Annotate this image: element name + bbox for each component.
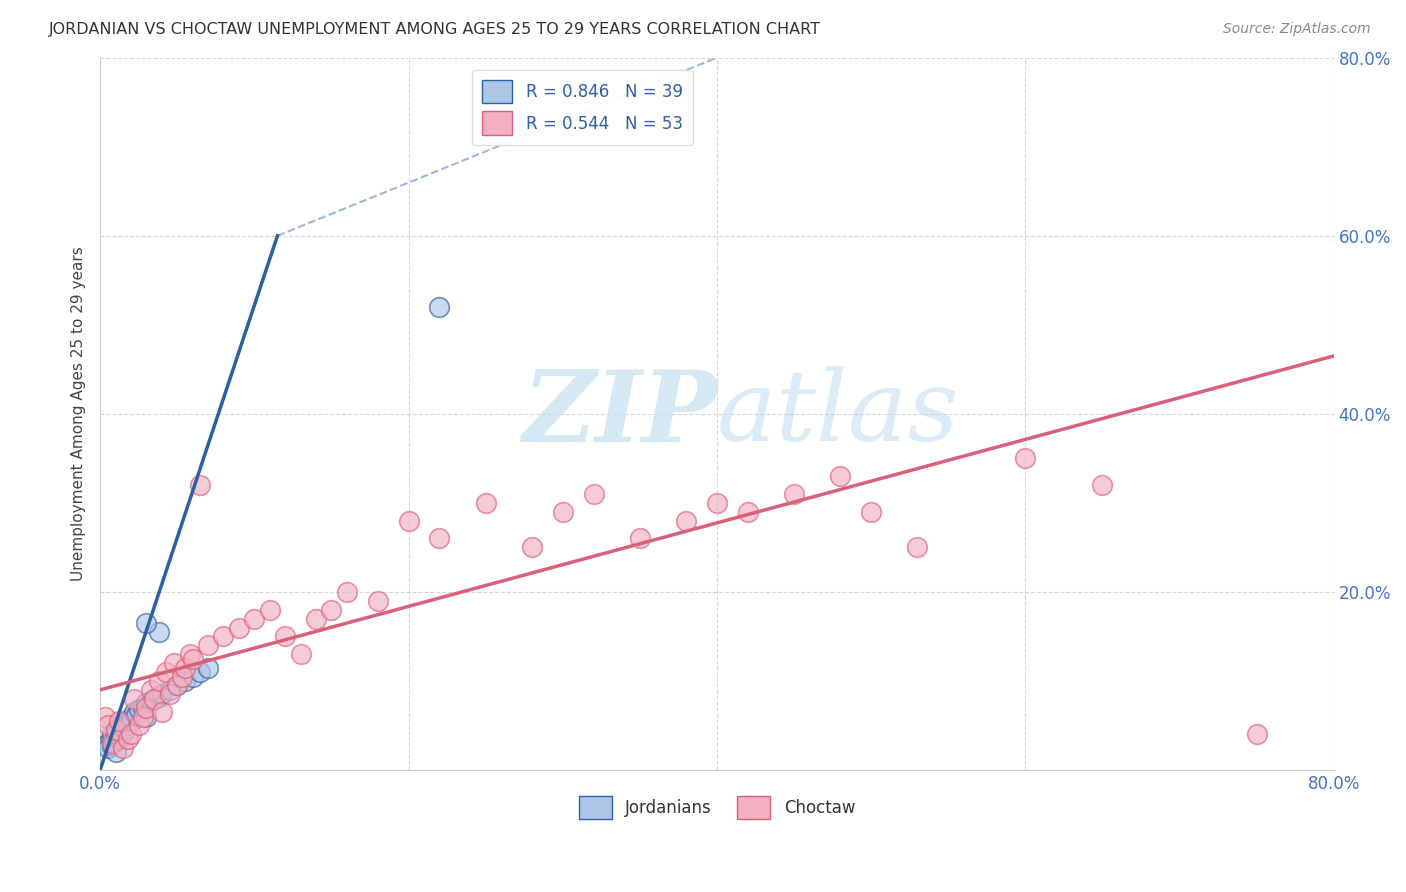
Point: [212, 629, 235, 643]
Point: [97, 718, 120, 732]
Point: [107, 714, 129, 728]
Point: [112, 740, 135, 755]
Point: [321, 603, 343, 617]
Point: [159, 682, 181, 697]
Point: [107, 731, 129, 746]
Point: [117, 718, 139, 732]
Point: [135, 709, 157, 723]
Point: [1091, 478, 1114, 492]
Point: [100, 731, 122, 746]
Point: [905, 541, 928, 555]
Point: [108, 729, 131, 743]
Point: [582, 487, 605, 501]
Point: [101, 727, 124, 741]
Point: [188, 478, 211, 492]
Text: Source: ZipAtlas.com: Source: ZipAtlas.com: [1223, 22, 1371, 37]
Point: [122, 705, 145, 719]
Point: [114, 723, 136, 737]
Point: [474, 496, 496, 510]
Point: [128, 702, 150, 716]
Point: [336, 585, 359, 599]
Legend: Jordanians, Choctaw: Jordanians, Choctaw: [572, 789, 862, 826]
Point: [124, 707, 146, 722]
Point: [155, 665, 177, 679]
Point: [94, 709, 117, 723]
Point: [97, 736, 120, 750]
Point: [117, 731, 139, 746]
Point: [174, 673, 197, 688]
Point: [148, 673, 170, 688]
Point: [101, 736, 124, 750]
Point: [551, 505, 574, 519]
Point: [132, 700, 155, 714]
Point: [112, 720, 135, 734]
Point: [148, 625, 170, 640]
Point: [737, 505, 759, 519]
Point: [150, 705, 173, 719]
Point: [104, 723, 127, 737]
Point: [1246, 727, 1268, 741]
Point: [305, 612, 328, 626]
Point: [188, 665, 211, 679]
Point: [427, 300, 450, 314]
Point: [120, 727, 142, 741]
Y-axis label: Unemployment Among Ages 25 to 29 years: Unemployment Among Ages 25 to 29 years: [72, 246, 86, 582]
Point: [675, 514, 697, 528]
Point: [197, 638, 219, 652]
Point: [120, 714, 142, 728]
Point: [105, 725, 128, 739]
Point: [174, 660, 197, 674]
Point: [274, 629, 297, 643]
Point: [117, 714, 139, 728]
Text: JORDANIAN VS CHOCTAW UNEMPLOYMENT AMONG AGES 25 TO 29 YEARS CORRELATION CHART: JORDANIAN VS CHOCTAW UNEMPLOYMENT AMONG …: [49, 22, 821, 37]
Point: [103, 733, 125, 747]
Point: [128, 718, 150, 732]
Text: atlas: atlas: [717, 367, 960, 461]
Point: [197, 660, 219, 674]
Point: [228, 621, 250, 635]
Point: [706, 496, 728, 510]
Point: [101, 738, 124, 752]
Point: [181, 669, 204, 683]
Point: [104, 729, 127, 743]
Point: [120, 709, 142, 723]
Point: [166, 678, 188, 692]
Point: [367, 594, 389, 608]
Point: [783, 487, 806, 501]
Point: [139, 693, 162, 707]
Point: [830, 469, 852, 483]
Point: [143, 691, 166, 706]
Point: [150, 687, 173, 701]
Point: [97, 740, 120, 755]
Point: [135, 700, 157, 714]
Point: [170, 669, 193, 683]
Point: [628, 532, 651, 546]
Point: [132, 709, 155, 723]
Point: [104, 723, 127, 737]
Point: [243, 612, 266, 626]
Point: [166, 678, 188, 692]
Point: [135, 696, 157, 710]
Point: [104, 745, 127, 759]
Point: [259, 603, 281, 617]
Point: [143, 691, 166, 706]
Point: [163, 656, 186, 670]
Point: [520, 541, 543, 555]
Point: [398, 514, 420, 528]
Point: [179, 647, 201, 661]
Point: [159, 687, 181, 701]
Point: [1014, 451, 1036, 466]
Point: [139, 682, 162, 697]
Point: [135, 616, 157, 631]
Point: [290, 647, 312, 661]
Point: [860, 505, 883, 519]
Text: ZIP: ZIP: [522, 366, 717, 462]
Point: [111, 727, 134, 741]
Point: [122, 691, 145, 706]
Point: [427, 532, 450, 546]
Point: [148, 690, 170, 704]
Point: [112, 725, 135, 739]
Point: [181, 651, 204, 665]
